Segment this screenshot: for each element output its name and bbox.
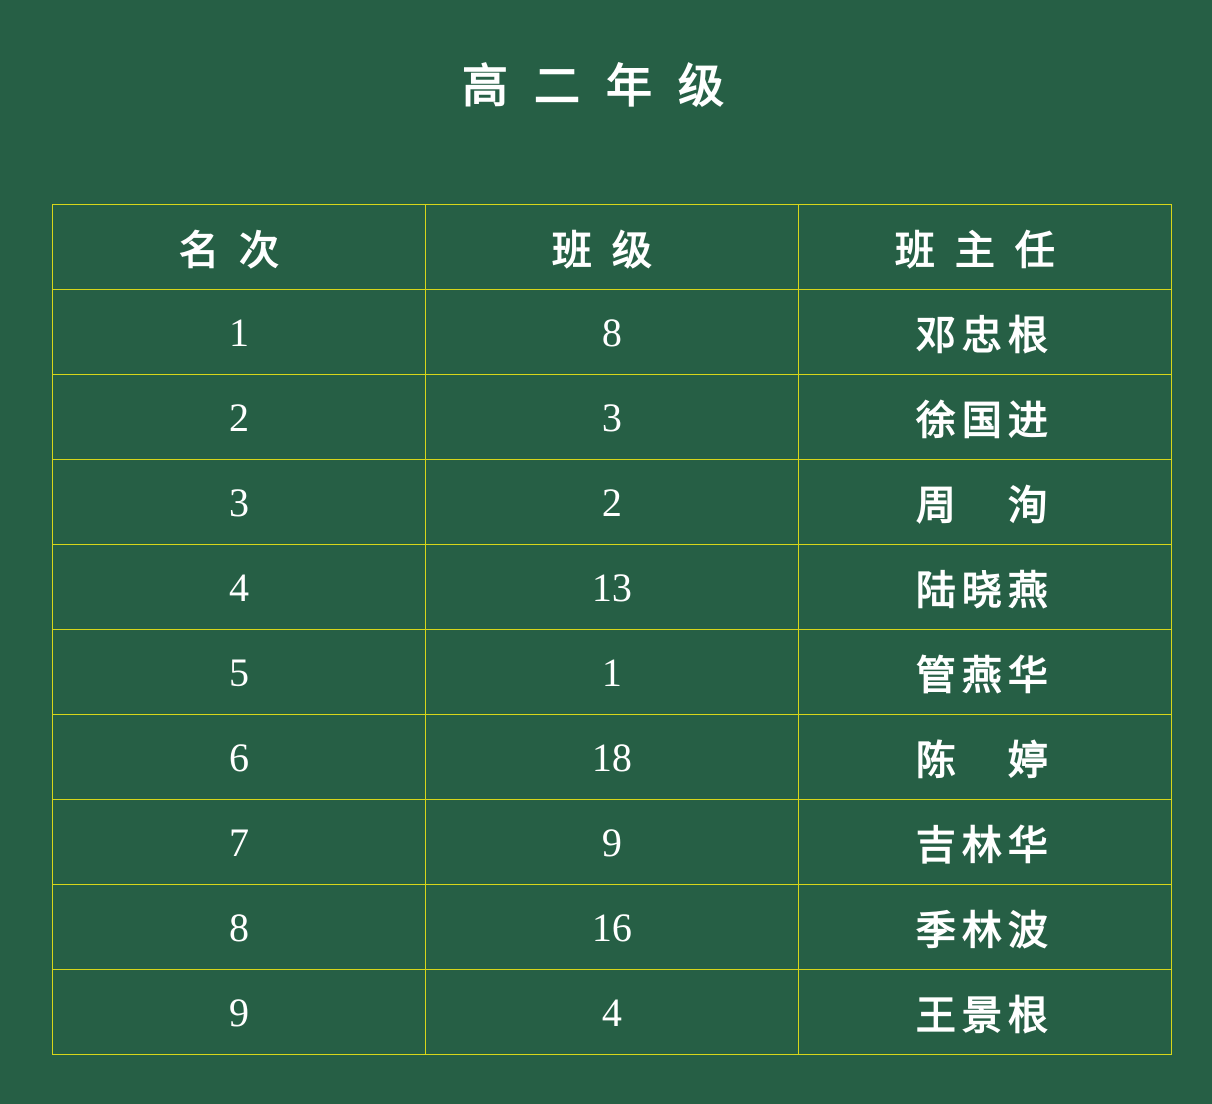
rank-cell: 7 (52, 799, 426, 885)
table-row: 1 8 邓忠根 (52, 289, 1173, 375)
rank-cell: 1 (52, 289, 426, 375)
teacher-cell: 陆晓燕 (797, 544, 1173, 630)
teacher-cell: 陈 婷 (797, 714, 1173, 800)
rank-cell: 8 (52, 884, 426, 970)
rank-cell: 4 (52, 544, 426, 630)
class-cell: 8 (424, 289, 799, 375)
class-cell: 13 (424, 544, 799, 630)
class-cell: 4 (424, 969, 799, 1055)
rank-cell: 5 (52, 629, 426, 715)
class-cell: 9 (424, 799, 799, 885)
header-teacher: 班主任 (797, 204, 1173, 290)
table-row: 8 16 季林波 (52, 884, 1173, 970)
table-row: 9 4 王景根 (52, 969, 1173, 1055)
page-title: 高二年级 (462, 59, 750, 113)
rank-cell: 9 (52, 969, 426, 1055)
ranking-table: 名次 班级 班主任 1 8 邓忠根 2 3 徐国进 3 2 周 洵 4 13 陆晓燕 5 1 管燕华 6 18 陈… (52, 204, 1173, 1055)
teacher-cell: 邓忠根 (797, 289, 1173, 375)
table-row: 5 1 管燕华 (52, 629, 1173, 715)
table-row: 4 13 陆晓燕 (52, 544, 1173, 630)
rank-cell: 6 (52, 714, 426, 800)
class-cell: 2 (424, 459, 799, 545)
header-row: 名次 班级 班主任 (52, 204, 1173, 290)
teacher-cell: 王景根 (797, 969, 1173, 1055)
teacher-cell: 周 洵 (797, 459, 1173, 545)
table-row: 7 9 吉林华 (52, 799, 1173, 885)
class-cell: 1 (424, 629, 799, 715)
header-class: 班级 (424, 204, 799, 290)
class-cell: 3 (424, 374, 799, 460)
header-rank: 名次 (52, 204, 426, 290)
rank-cell: 2 (52, 374, 426, 460)
table-row: 2 3 徐国进 (52, 374, 1173, 460)
teacher-cell: 季林波 (797, 884, 1173, 970)
class-cell: 16 (424, 884, 799, 970)
teacher-cell: 管燕华 (797, 629, 1173, 715)
class-cell: 18 (424, 714, 799, 800)
rank-cell: 3 (52, 459, 426, 545)
teacher-cell: 吉林华 (797, 799, 1173, 885)
teacher-cell: 徐国进 (797, 374, 1173, 460)
table-row: 6 18 陈 婷 (52, 714, 1173, 800)
